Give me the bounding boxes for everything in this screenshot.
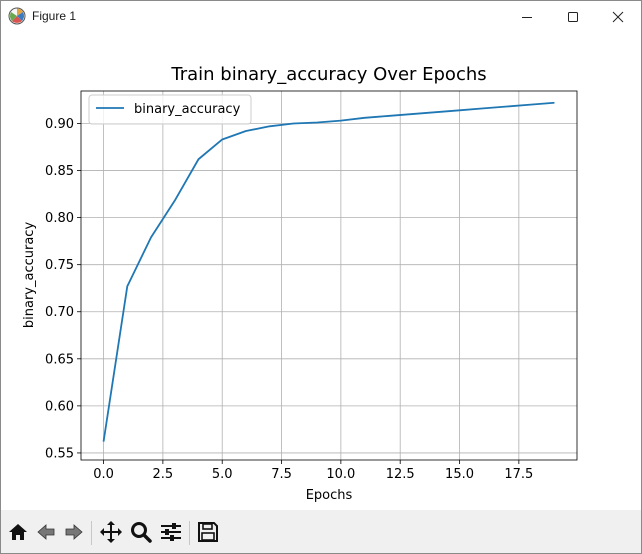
forward-button[interactable] — [61, 519, 87, 545]
forward-arrow-icon — [65, 524, 83, 540]
chart-title: Train binary_accuracy Over Epochs — [170, 64, 486, 85]
back-button[interactable] — [33, 519, 59, 545]
minimize-icon — [522, 16, 532, 18]
pan-button[interactable] — [98, 519, 124, 545]
home-button[interactable] — [5, 519, 31, 545]
x-tick-label: 5.0 — [212, 467, 233, 482]
back-arrow-icon — [37, 524, 55, 540]
toolbar-separator — [189, 521, 190, 545]
x-tick-label: 12.5 — [386, 467, 415, 482]
navigation-toolbar — [1, 510, 641, 553]
close-icon — [612, 11, 624, 22]
x-tick-label: 0.0 — [93, 467, 114, 482]
maximize-button[interactable] — [550, 1, 596, 32]
y-tick-label: 0.80 — [45, 211, 74, 226]
tick-layer: 0.0 2.5 5.0 7.5 10.0 12.5 15.0 17.5 0.55 0.60 0.65… — [45, 117, 533, 482]
zoom-icon — [131, 522, 152, 543]
legend: binary_accuracy — [88, 94, 252, 125]
title-bar[interactable]: Figure 1 — [1, 1, 641, 32]
home-icon — [9, 524, 27, 540]
maximize-icon — [568, 11, 578, 22]
x-axis-label: Epochs — [306, 488, 353, 503]
window-title: Figure 1 — [32, 9, 77, 23]
save-button[interactable] — [195, 519, 221, 545]
x-tick-label: 17.5 — [504, 467, 533, 482]
legend-box — [88, 94, 252, 125]
configure-subplots-icon — [161, 523, 181, 541]
y-tick-label: 0.85 — [45, 164, 74, 179]
y-tick-label: 0.90 — [45, 117, 74, 132]
series-line-binary-accuracy — [102, 101, 555, 442]
y-tick-label: 0.60 — [45, 399, 74, 414]
legend-entry-label: binary_accuracy — [134, 102, 241, 117]
toolbar-separator — [91, 521, 92, 545]
line-chart: 0.0 2.5 5.0 7.5 10.0 12.5 15.0 17.5 0.55 0.60 0.65… — [1, 32, 641, 510]
configure-subplots-button[interactable] — [158, 519, 184, 545]
matplotlib-icon — [8, 7, 26, 25]
y-tick-label: 0.55 — [45, 446, 74, 461]
y-tick-label: 0.75 — [45, 258, 74, 273]
y-axis-label: binary_accuracy — [22, 222, 37, 329]
axes-frame — [80, 90, 578, 461]
y-tick-label: 0.65 — [45, 352, 74, 367]
pan-icon — [100, 521, 122, 543]
x-tick-label: 10.0 — [326, 467, 355, 482]
minimize-button[interactable] — [504, 1, 550, 32]
save-icon — [198, 522, 218, 542]
zoom-button[interactable] — [128, 519, 154, 545]
x-tick-label: 15.0 — [445, 467, 474, 482]
x-tick-label: 2.5 — [153, 467, 174, 482]
figure-canvas[interactable]: 0.0 2.5 5.0 7.5 10.0 12.5 15.0 17.5 0.55 0.60 0.65… — [1, 32, 641, 510]
series-layer — [102, 101, 555, 442]
close-button[interactable] — [595, 1, 641, 32]
x-tick-label: 7.5 — [271, 467, 292, 482]
grid-layer — [81, 91, 577, 460]
y-tick-label: 0.70 — [45, 305, 74, 320]
